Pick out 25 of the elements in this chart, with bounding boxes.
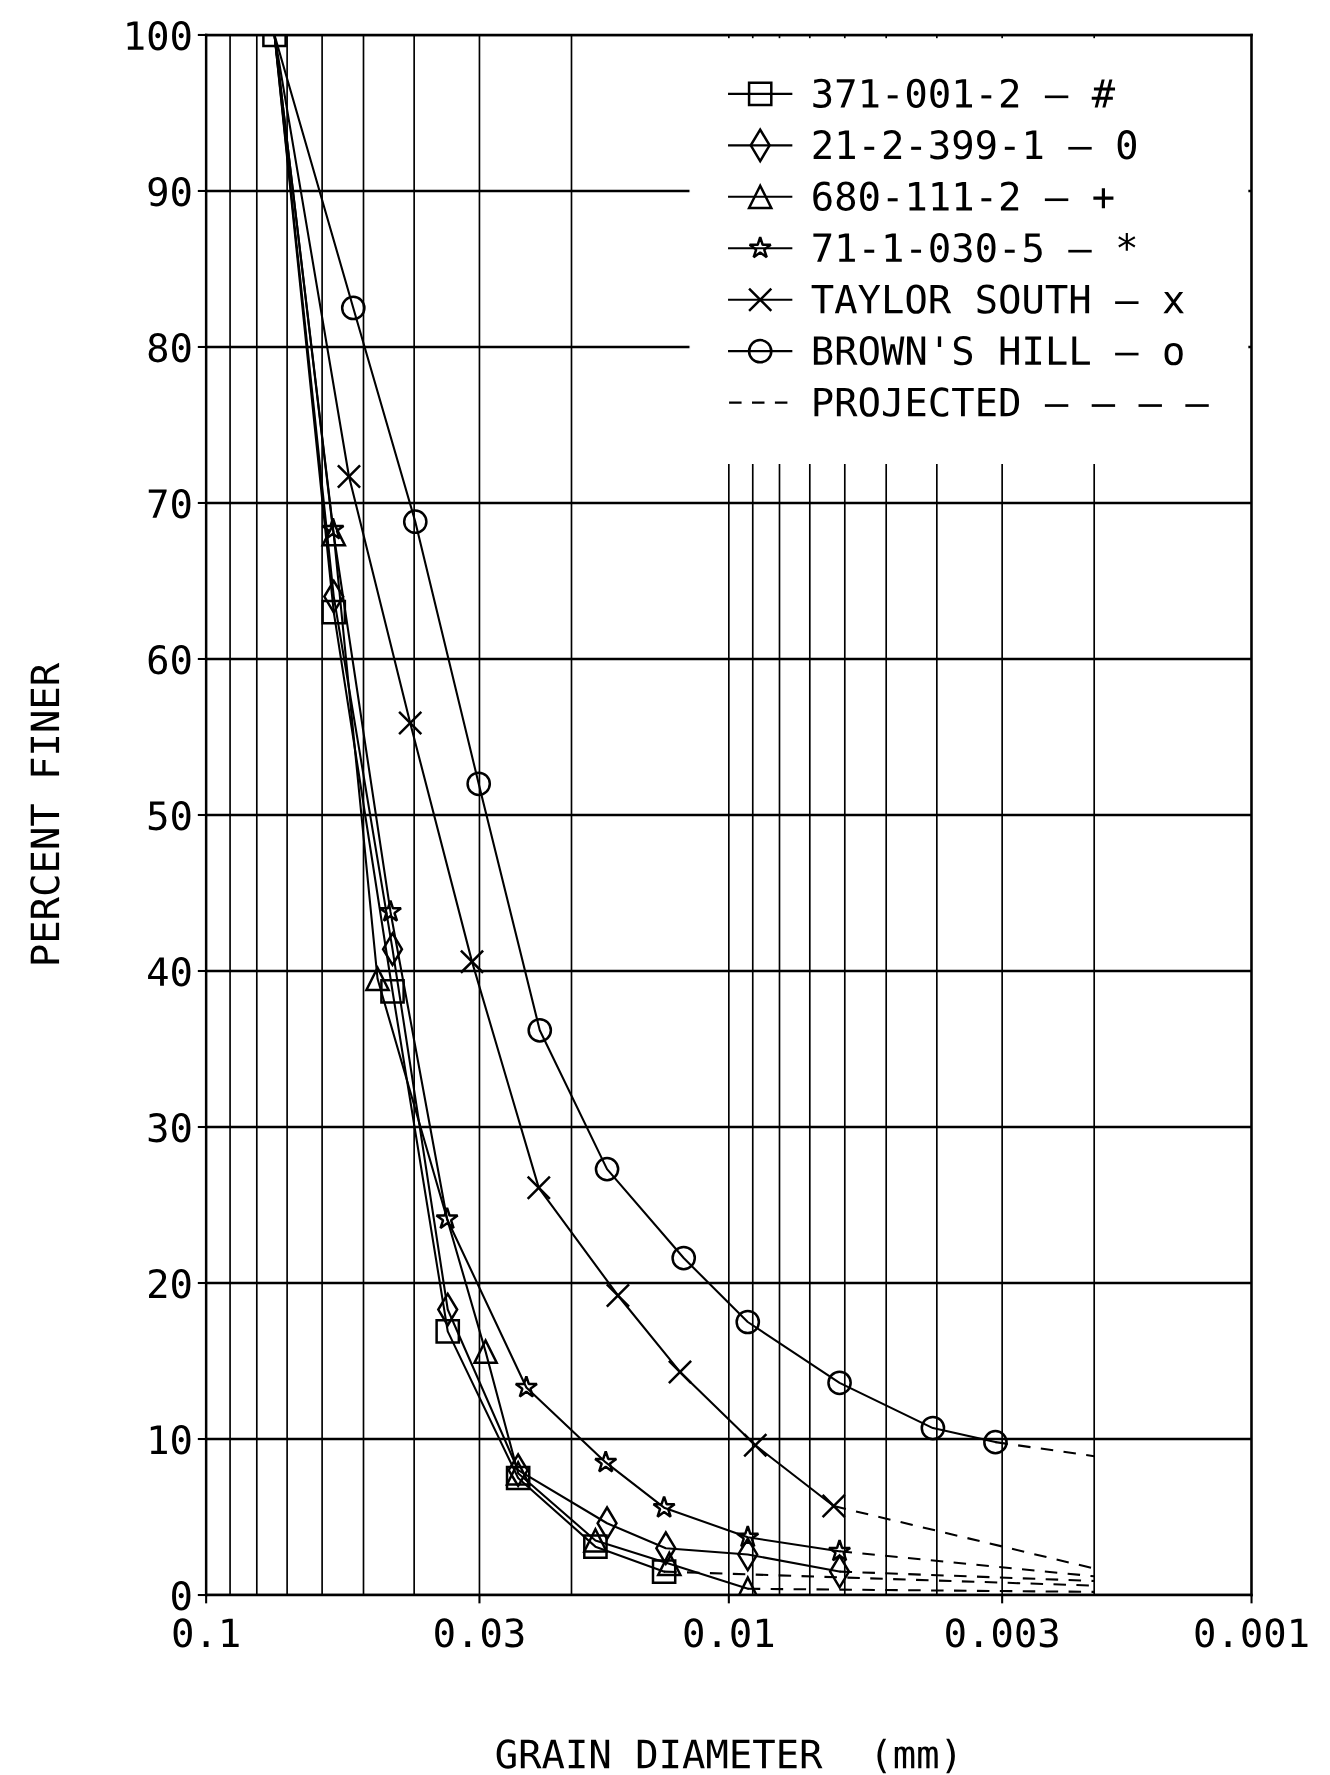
y-tick-label: 70 — [148, 489, 191, 519]
y-tick-label: 50 — [148, 801, 191, 831]
y-axis-title: PERCENT FINER — [30, 662, 60, 964]
y-tick-label: 80 — [148, 332, 191, 363]
legend-label: 71-1-030-5 — * — [813, 233, 1136, 263]
legend-label: BROWN'S HILL — o — [813, 335, 1183, 366]
legend-label: 21-2-399-1 — 0 — [813, 130, 1136, 160]
x-axis-title: GRAIN DIAMETER (mm) — [496, 1738, 955, 1774]
x-tick-label: 0.01 — [684, 1618, 774, 1648]
y-tick-label: 90 — [148, 176, 191, 207]
y-tick-label: 40 — [148, 957, 191, 987]
y-tick-label: 30 — [148, 1113, 191, 1143]
x-tick-label: 0.1 — [173, 1618, 239, 1648]
x-tick-label: 0.03 — [435, 1618, 524, 1648]
y-tick-label: 0 — [172, 1581, 191, 1611]
y-tick-label: 20 — [149, 1269, 191, 1299]
legend-label: 371-001-2 — # — [813, 78, 1116, 109]
x-tick-label: 0.003 — [946, 1618, 1058, 1648]
x-tick-label: 0.001 — [1195, 1618, 1308, 1648]
y-tick-label: 10 — [150, 1425, 191, 1455]
y-tick-label: 60 — [148, 645, 191, 675]
y-tick-label: 100 — [127, 20, 191, 51]
legend-label: 680-111-2 — + — [813, 181, 1114, 211]
legend-label: TAYLOR SOUTH — x — [811, 284, 1184, 314]
legend-label: PROJECTED — — — — — [814, 387, 1209, 417]
